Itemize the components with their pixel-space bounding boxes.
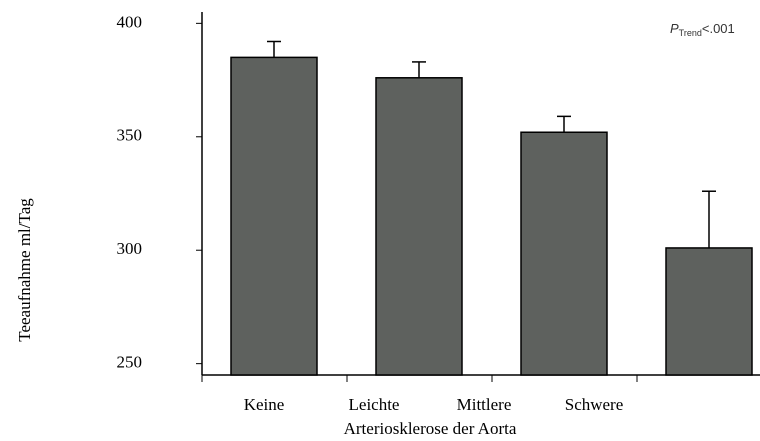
x-axis-title: Arteriosklerose der Aorta [344, 419, 517, 438]
x-tick-label: Keine [244, 395, 285, 414]
annotation: PTrend<.001 [670, 21, 735, 38]
annotation-p: P [670, 21, 679, 36]
annotation-rest: <.001 [702, 21, 735, 36]
bar [375, 77, 463, 376]
y-tick-label: 400 [117, 12, 143, 31]
y-axis-title: Teeaufnahme ml/Tag [15, 198, 34, 342]
x-tick-label: Schwere [565, 395, 624, 414]
bar [230, 56, 318, 376]
x-tick-label: Leichte [349, 395, 400, 414]
x-tick-label: Mittlere [457, 395, 512, 414]
y-tick-label: 350 [117, 126, 143, 145]
y-tick-label: 300 [117, 239, 143, 258]
bar [665, 247, 753, 376]
annotation-sub: Trend [679, 28, 702, 38]
y-tick-label: 250 [117, 353, 143, 372]
bar [520, 131, 608, 376]
